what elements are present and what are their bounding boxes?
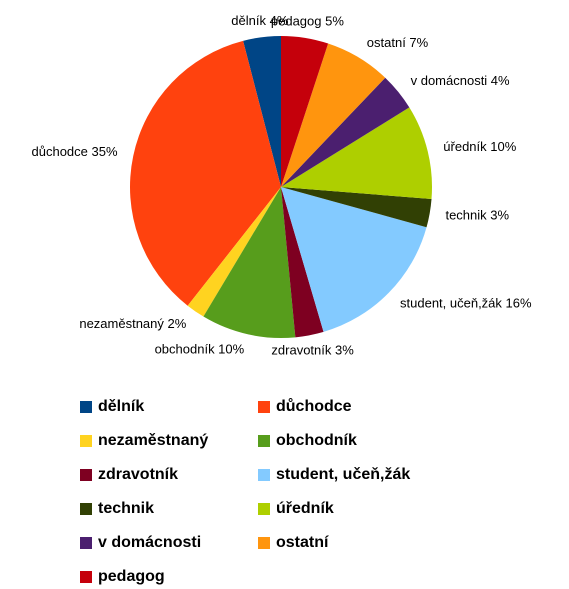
data-label: dělník 4% [231, 13, 289, 28]
legend-label: pedagog [98, 568, 165, 585]
data-label: technik 3% [445, 207, 509, 222]
data-label: v domácnosti 4% [411, 73, 510, 88]
data-label: zdravotník 3% [271, 342, 354, 357]
legend-label: ostatní [276, 534, 329, 551]
pie-slice [243, 36, 281, 187]
pie-slice [281, 43, 386, 187]
pie-slice [281, 107, 433, 199]
pie-slice [281, 187, 324, 338]
legend-label: obchodník [276, 432, 357, 449]
data-label: nezaměstnaný 2% [79, 316, 186, 331]
legend-label: zdravotník [98, 466, 178, 483]
data-label: pedagog 5% [271, 14, 344, 29]
data-label: ostatní 7% [367, 35, 429, 50]
pie-slice [187, 187, 281, 317]
pie-slice [281, 77, 410, 187]
legend-label: v domácnosti [98, 534, 201, 551]
data-label: důchodce 35% [32, 144, 118, 159]
legend-swatch [80, 435, 92, 447]
legend-label: dělník [98, 398, 144, 415]
legend-swatch [80, 571, 92, 583]
legend-swatch [80, 537, 92, 549]
legend-label: úředník [276, 500, 334, 517]
legend-swatch [80, 503, 92, 515]
legend-label: důchodce [276, 398, 352, 415]
legend-swatch [258, 537, 270, 549]
legend-label: nezaměstnaný [98, 432, 208, 449]
legend-label: student, učeň,žák [276, 466, 410, 483]
pie-slice [281, 36, 329, 187]
data-label: obchodník 10% [155, 341, 245, 356]
legend-swatch [258, 503, 270, 515]
data-label: úředník 10% [443, 139, 516, 154]
legend-swatch [258, 469, 270, 481]
legend-label: technik [98, 500, 154, 517]
legend-swatch [258, 401, 270, 413]
legend-swatch [80, 401, 92, 413]
pie-slice [129, 40, 281, 306]
pie-slice [281, 187, 432, 228]
pie-slice [203, 187, 296, 338]
pie-slice [281, 187, 427, 332]
legend-swatch [80, 469, 92, 481]
data-label: student, učeň,žák 16% [400, 296, 532, 311]
legend-swatch [258, 435, 270, 447]
